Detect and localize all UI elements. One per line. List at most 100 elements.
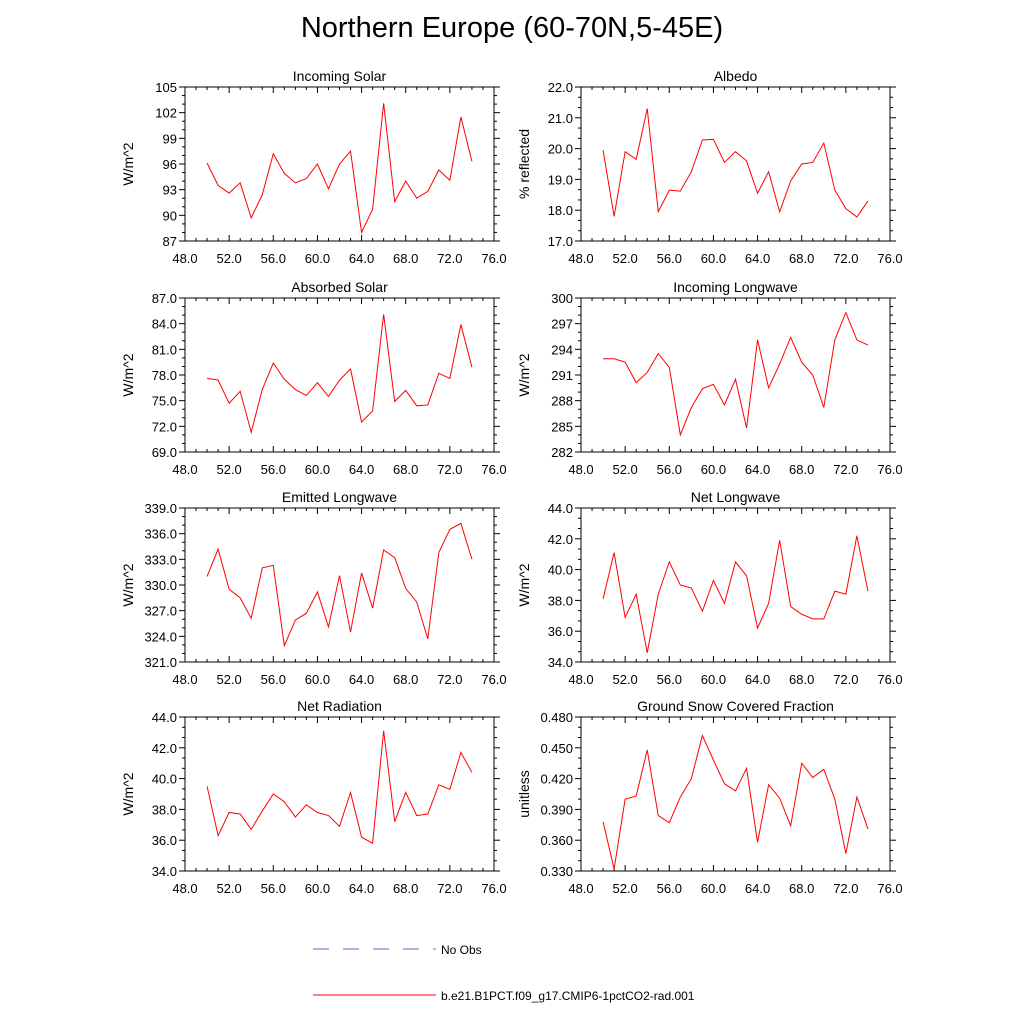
y-tick-label: 321.0	[144, 655, 177, 670]
x-tick-label: 56.0	[261, 251, 286, 266]
x-tick-label: 64.0	[349, 251, 374, 266]
y-tick-label: 291	[551, 368, 573, 383]
x-tick-label: 56.0	[261, 672, 286, 687]
x-tick-label: 68.0	[789, 462, 814, 477]
x-tick-label: 64.0	[349, 672, 374, 687]
y-tick-label: 72.0	[152, 419, 177, 434]
y-tick-label: 38.0	[152, 802, 177, 817]
y-tick-label: 285	[551, 419, 573, 434]
y-tick-label: 40.0	[548, 563, 573, 578]
x-tick-label: 64.0	[745, 672, 770, 687]
x-tick-label: 48.0	[568, 251, 593, 266]
plot-frame	[580, 297, 891, 453]
plot-frame	[580, 86, 891, 242]
plot-frame	[184, 297, 495, 453]
x-tick-label: 48.0	[172, 251, 197, 266]
x-tick-label: 60.0	[701, 672, 726, 687]
x-tick-label: 60.0	[305, 251, 330, 266]
y-tick-label: 42.0	[152, 741, 177, 756]
y-tick-label: 0.330	[540, 864, 573, 879]
y-tick-label: 0.390	[540, 802, 573, 817]
y-tick-label: 300	[551, 291, 573, 306]
x-tick-label: 68.0	[393, 672, 418, 687]
x-tick-label: 60.0	[305, 462, 330, 477]
x-tick-label: 52.0	[216, 881, 241, 896]
x-tick-label: 56.0	[261, 462, 286, 477]
x-tick-label: 56.0	[657, 251, 682, 266]
series-line-1	[602, 535, 869, 653]
x-tick-label: 76.0	[877, 251, 902, 266]
x-tick-label: 60.0	[701, 462, 726, 477]
y-tick-label: 336.0	[144, 527, 177, 542]
y-tick-label: 38.0	[548, 593, 573, 608]
y-tick-label: 19.0	[548, 172, 573, 187]
y-tick-label: 69.0	[152, 445, 177, 460]
series-line-1	[602, 108, 869, 218]
y-tick-label: 282	[551, 445, 573, 460]
series-line-1	[206, 103, 473, 235]
y-tick-label: 330.0	[144, 578, 177, 593]
plot-frame	[580, 716, 891, 872]
y-tick-label: 75.0	[152, 394, 177, 409]
x-tick-label: 72.0	[833, 251, 858, 266]
y-tick-label: 81.0	[152, 342, 177, 357]
panel-title: Albedo	[714, 68, 758, 84]
legend: No Obs b.e21.B1PCT.f09_g17.CMIP6-1pctCO2…	[313, 943, 695, 1003]
x-tick-label: 60.0	[305, 672, 330, 687]
y-tick-label: 327.0	[144, 604, 177, 619]
x-tick-label: 64.0	[745, 462, 770, 477]
x-tick-label: 52.0	[612, 462, 637, 477]
y-tick-label: 84.0	[152, 317, 177, 332]
y-tick-label: 339.0	[144, 501, 177, 516]
x-tick-label: 48.0	[172, 881, 197, 896]
panel-title: Net Longwave	[691, 489, 781, 505]
x-tick-label: 64.0	[745, 881, 770, 896]
series-line-1	[603, 311, 869, 437]
x-tick-label: 48.0	[568, 881, 593, 896]
panel-5: Emitted Longwave W/m^2 48.0 52.0 56.0 60.0 64.…	[120, 489, 507, 687]
plot-frame	[184, 507, 495, 663]
x-tick-label: 52.0	[612, 881, 637, 896]
x-tick-label: 60.0	[305, 881, 330, 896]
x-tick-label: 68.0	[393, 881, 418, 896]
x-tick-label: 72.0	[437, 881, 462, 896]
series-line-1	[206, 314, 473, 435]
y-tick-label: 105	[155, 80, 177, 95]
y-axis-label: W/m^2	[516, 353, 532, 396]
panel-title: Ground Snow Covered Fraction	[637, 698, 834, 714]
x-tick-label: 48.0	[172, 462, 197, 477]
y-tick-label: 17.0	[548, 234, 573, 249]
x-tick-label: 56.0	[657, 672, 682, 687]
y-tick-label: 40.0	[152, 772, 177, 787]
x-tick-label: 72.0	[437, 672, 462, 687]
series-line-1	[206, 730, 473, 845]
y-axis-label: W/m^2	[120, 563, 136, 606]
x-tick-label: 76.0	[481, 462, 506, 477]
y-axis-label: % reflected	[516, 129, 532, 199]
panel-title: Net Radiation	[297, 698, 382, 714]
panel-title: Incoming Longwave	[673, 279, 798, 295]
y-tick-label: 324.0	[144, 629, 177, 644]
x-tick-label: 56.0	[657, 462, 682, 477]
x-tick-label: 48.0	[568, 672, 593, 687]
x-tick-label: 60.0	[701, 251, 726, 266]
y-tick-label: 0.420	[540, 772, 573, 787]
x-tick-label: 64.0	[745, 251, 770, 266]
y-tick-label: 21.0	[548, 111, 573, 126]
page-title: Northern Europe (60-70N,5-45E)	[300, 12, 724, 44]
x-tick-label: 68.0	[789, 672, 814, 687]
panel-title: Emitted Longwave	[282, 489, 397, 505]
x-tick-label: 76.0	[877, 462, 902, 477]
y-tick-label: 294	[551, 342, 573, 357]
x-tick-label: 76.0	[481, 251, 506, 266]
y-tick-label: 333.0	[144, 552, 177, 567]
panel-1: Incoming Solar W/m^2 48.0 52.0 56.0 60.0 64.0 6…	[120, 68, 507, 266]
y-tick-label: 96	[163, 157, 177, 172]
y-axis-label: unitless	[516, 770, 532, 817]
x-tick-label: 60.0	[701, 881, 726, 896]
panel-7: Net Radiation W/m^2 48.0 52.0 56.0 60.0 64.0 68…	[120, 698, 507, 896]
x-tick-label: 76.0	[481, 881, 506, 896]
y-tick-label: 288	[551, 394, 573, 409]
y-tick-label: 44.0	[548, 501, 573, 516]
